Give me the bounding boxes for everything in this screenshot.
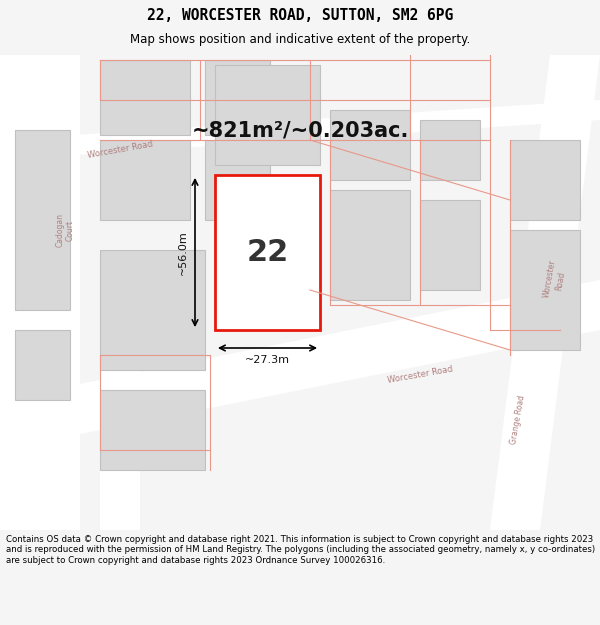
Text: ~27.3m: ~27.3m <box>245 355 290 365</box>
Bar <box>420 200 480 290</box>
Bar <box>205 140 270 220</box>
Text: Cadogan
Court: Cadogan Court <box>55 213 75 247</box>
Text: Worcester Road: Worcester Road <box>86 140 154 160</box>
Polygon shape <box>0 100 600 160</box>
Polygon shape <box>0 280 600 450</box>
Bar <box>420 120 480 180</box>
Text: Map shows position and indicative extent of the property.: Map shows position and indicative extent… <box>130 33 470 46</box>
Bar <box>330 110 410 180</box>
Bar <box>100 60 190 135</box>
Text: Contains OS data © Crown copyright and database right 2021. This information is : Contains OS data © Crown copyright and d… <box>6 535 595 564</box>
Bar <box>15 130 70 310</box>
Bar <box>510 140 580 220</box>
Polygon shape <box>215 175 320 330</box>
Bar <box>510 230 580 350</box>
Text: Worcester Road: Worcester Road <box>386 365 454 385</box>
Text: ~821m²/~0.203ac.: ~821m²/~0.203ac. <box>191 120 409 140</box>
Bar <box>330 190 410 300</box>
Bar <box>100 390 205 470</box>
Text: Worcester
Road: Worcester Road <box>542 259 568 301</box>
Bar <box>215 65 320 165</box>
Bar <box>100 140 190 220</box>
Bar <box>100 250 205 370</box>
Bar <box>205 60 270 135</box>
Text: ~56.0m: ~56.0m <box>178 230 188 275</box>
Polygon shape <box>100 360 140 530</box>
Polygon shape <box>0 55 80 530</box>
Polygon shape <box>490 55 600 530</box>
Bar <box>15 330 70 400</box>
Text: 22: 22 <box>247 238 289 267</box>
Text: Grange Road: Grange Road <box>509 394 527 446</box>
Text: 22, WORCESTER ROAD, SUTTON, SM2 6PG: 22, WORCESTER ROAD, SUTTON, SM2 6PG <box>147 8 453 23</box>
